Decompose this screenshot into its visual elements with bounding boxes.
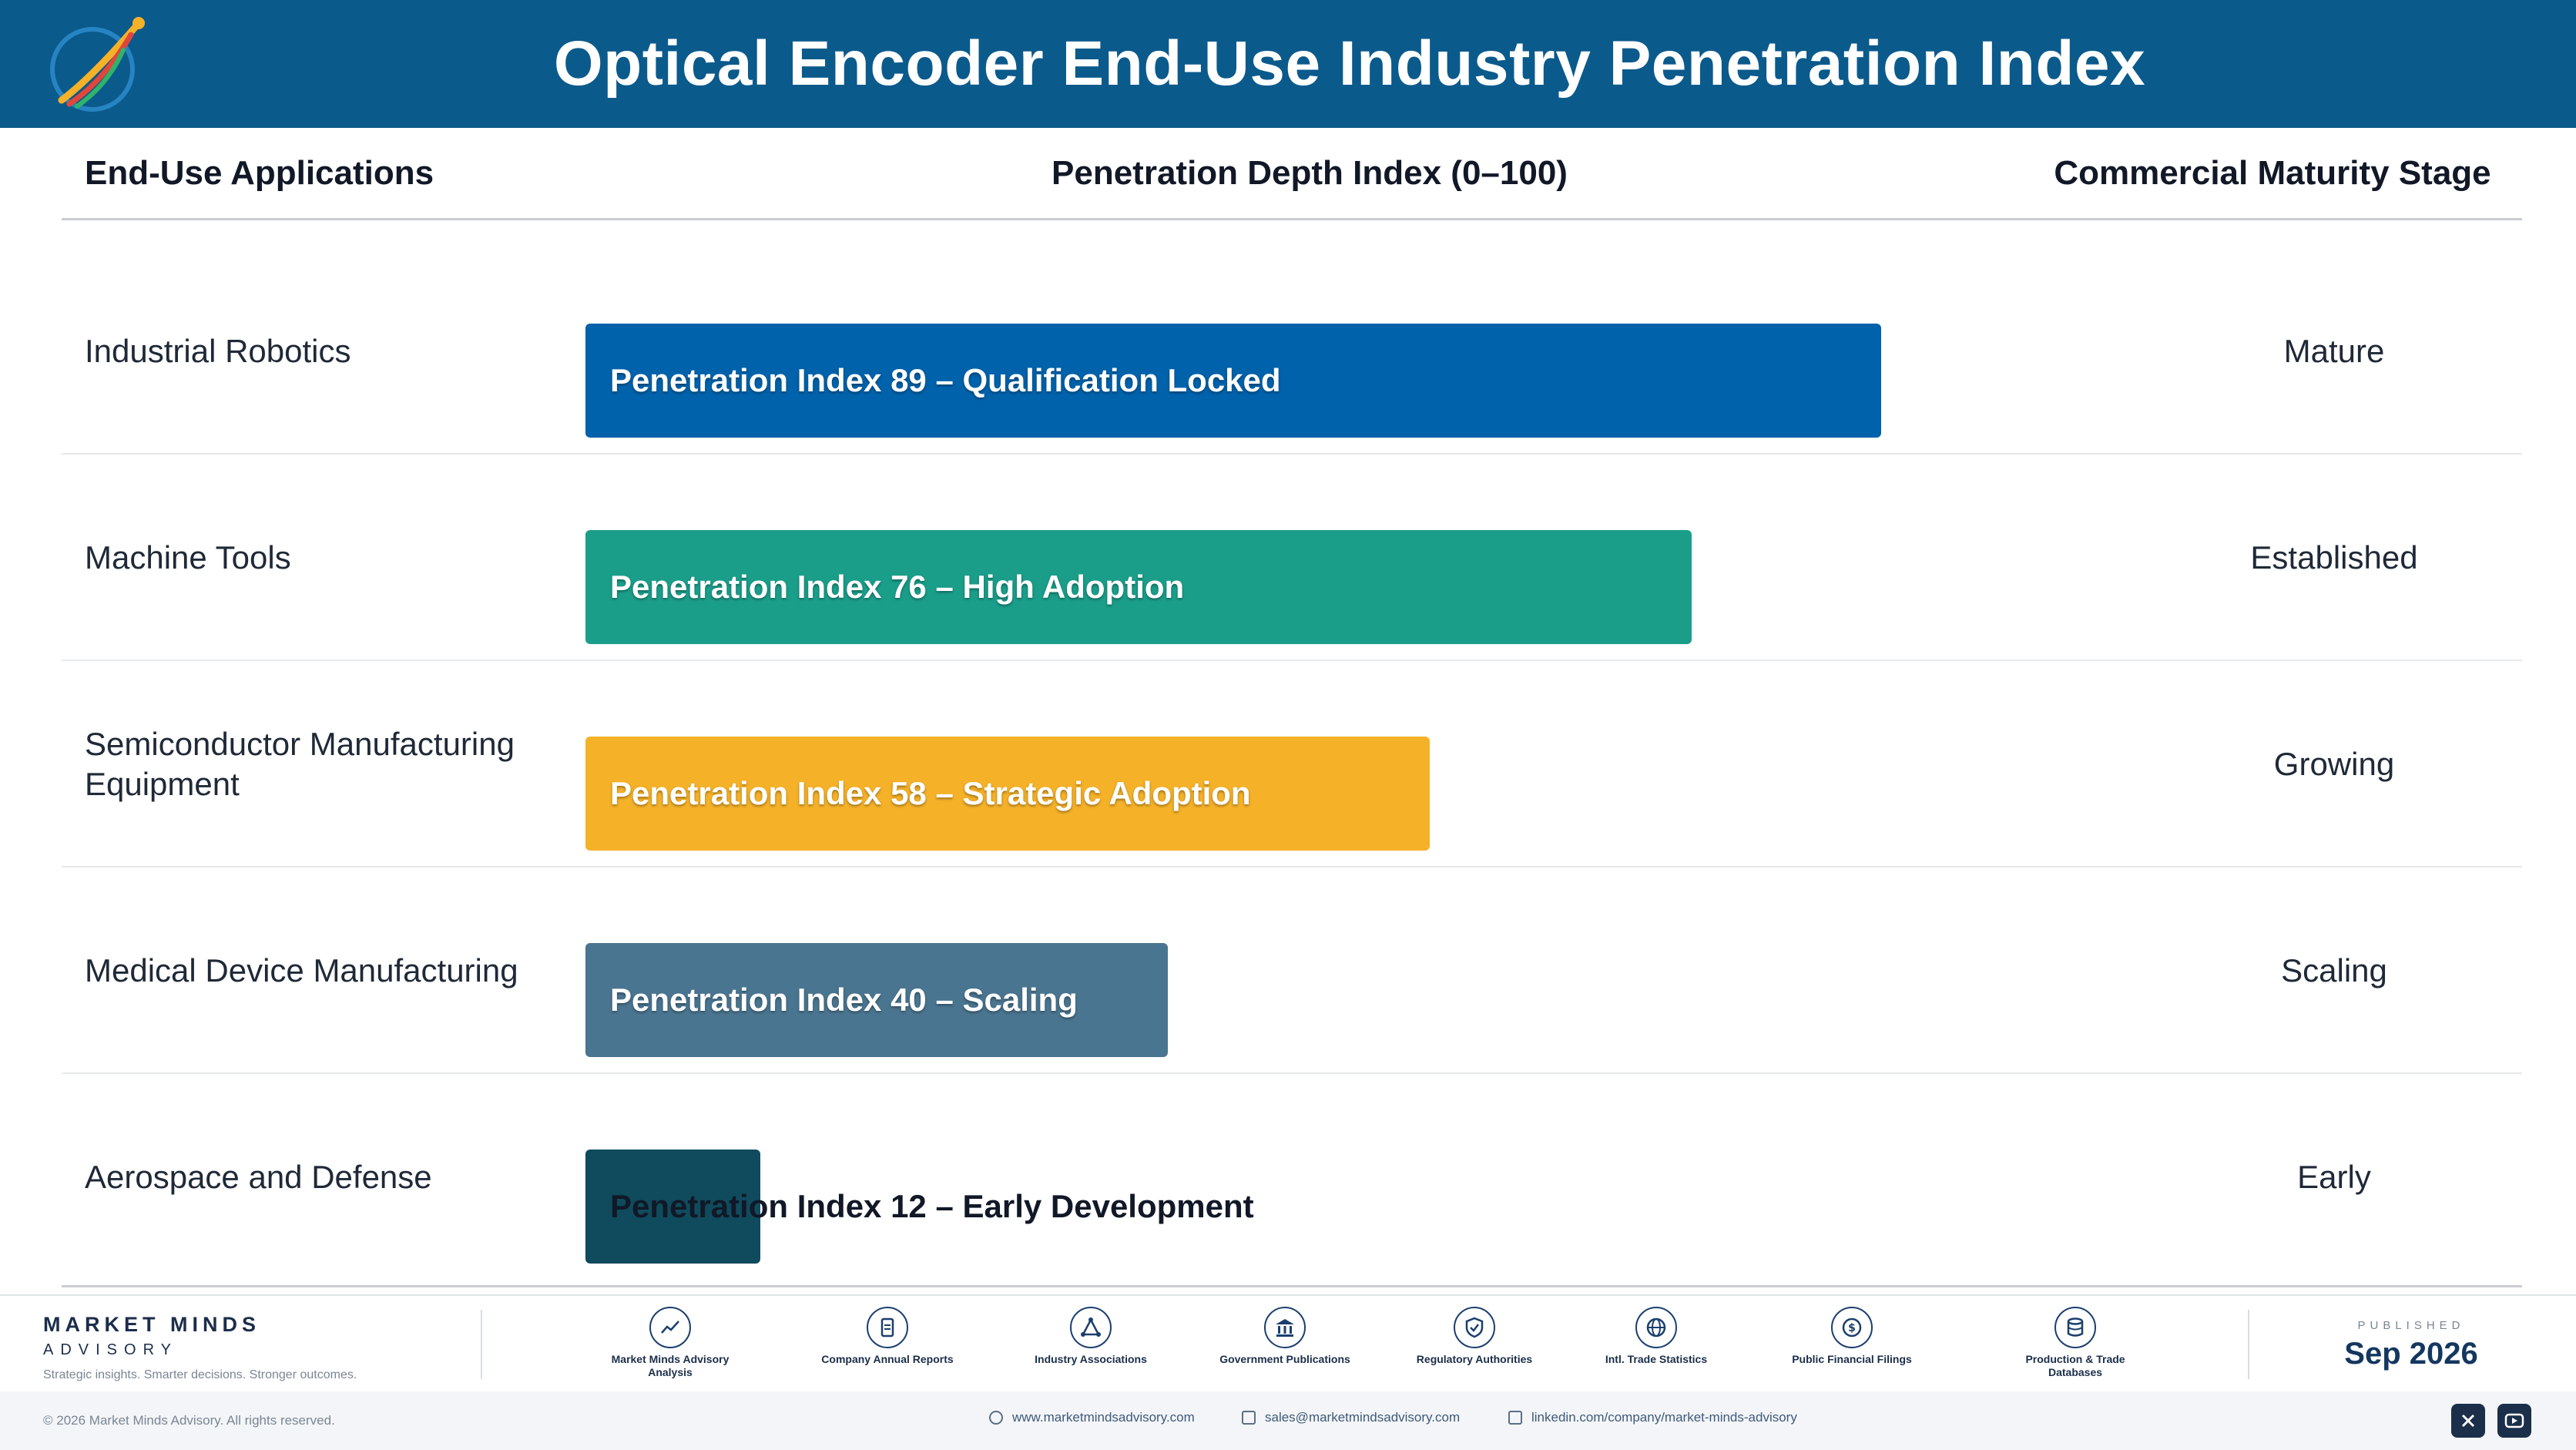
trend-line-icon [649,1307,691,1348]
category-label: Semiconductor Manufacturing Equipment [85,726,515,802]
footer-sources-band: MARKET MINDS ADVISORY Strategic insights… [0,1294,2576,1391]
bar-label-machine-tools: Penetration Index 76 – High Adoption [610,569,1185,605]
linkedin-icon [1508,1411,1522,1425]
email-link[interactable]: sales@marketmindsadvisory.com [1242,1410,1460,1425]
source-label: Industry Associations [1035,1353,1147,1365]
source-label: Public Financial Filings [1792,1353,1912,1365]
source-financial-filings: $ Public Financial Filings [1783,1307,1921,1366]
brand-sub: ADVISORY [43,1341,178,1358]
chart-row-semiconductor: Semiconductor Manufacturing Equipment Pe… [62,661,2522,868]
bar-aerospace [585,1150,760,1264]
brand-tagline: Strategic insights. Smarter decisions. S… [43,1368,357,1381]
bar-medical-device [585,943,1168,1057]
category-label: Medical Device Manufacturing [85,952,518,988]
footer-divider [2248,1310,2249,1379]
bar-industrial-robotics [585,324,1881,438]
column-header-index: Penetration Depth Index (0–100) [1052,154,1568,192]
network-icon [1070,1307,1112,1348]
footer: MARKET MINDS ADVISORY Strategic insights… [0,1294,2576,1450]
source-industry-associations: Industry Associations [1021,1307,1160,1366]
column-header-stage: Commercial Maturity Stage [2054,154,2491,192]
source-label: Market Minds Advisory Analysis [611,1353,730,1378]
chart-row-aerospace: Aerospace and Defense Penetration Index … [62,1074,2522,1280]
bar-label-medical-device: Penetration Index 40 – Scaling [610,982,1078,1018]
row-divider [62,1072,2522,1074]
bar-label-semiconductor: Penetration Index 58 – Strategic Adoptio… [610,775,1251,811]
category-label: Industrial Robotics [85,333,351,369]
maturity-stage: Early [2297,1159,2371,1195]
bar-machine-tools [585,530,1692,644]
source-label: Regulatory Authorities [1416,1353,1533,1365]
bar-track: Penetration Index 76 – High Adoption [585,530,2041,644]
source-market-minds: Market Minds Advisory Analysis [601,1307,740,1379]
source-trade-stats: Intl. Trade Statistics [1587,1307,1726,1366]
bar-track: Penetration Index 58 – Strategic Adoptio… [585,737,2041,851]
government-building-icon [1264,1307,1306,1348]
dollar-coin-icon: $ [1831,1307,1873,1348]
source-annual-reports: Company Annual Reports [818,1307,957,1366]
maturity-stage: Established [2250,539,2418,576]
shield-check-icon [1454,1307,1495,1348]
source-trade-databases: Production & Trade Databases [2006,1307,2145,1379]
svg-text:$: $ [1848,1322,1856,1334]
linkedin-text[interactable]: linkedin.com/company/market-minds-adviso… [1531,1410,1797,1425]
linkedin-link[interactable]: linkedin.com/company/market-minds-adviso… [1508,1410,1797,1425]
header-divider [62,218,2522,220]
x-icon[interactable] [2451,1404,2485,1438]
database-icon [2054,1307,2096,1348]
category-label: Aerospace and Defense [85,1159,432,1195]
rocket-swoosh-logo-icon [50,17,145,112]
chart-bottom-divider [62,1285,2522,1287]
footer-divider [481,1310,482,1379]
source-label: Production & Trade Databases [2025,1353,2125,1378]
maturity-stage: Growing [2273,746,2395,782]
email-text[interactable]: sales@marketmindsadvisory.com [1265,1410,1461,1425]
row-divider [62,866,2522,868]
source-label: Intl. Trade Statistics [1605,1353,1708,1365]
bar-label-aerospace: Penetration Index 12 – Early Development [610,1188,1254,1224]
source-government: Government Publications [1216,1307,1354,1366]
row-divider [62,453,2522,455]
globe-icon [989,1411,1003,1425]
header-bar: Optical Encoder End-Use Industry Penetra… [0,0,2576,128]
globe-icon [1635,1307,1677,1348]
chart-row-industrial-robotics: Industrial Robotics Penetration Index 89… [62,248,2522,455]
chart-row-medical-device: Medical Device Manufacturing Penetration… [62,868,2522,1074]
youtube-icon[interactable] [2497,1404,2531,1438]
published-block: PUBLISHED Sep 2026 [2280,1319,2542,1371]
bar-track: Penetration Index 40 – Scaling [585,943,2041,1057]
source-regulatory: Regulatory Authorities [1405,1307,1544,1366]
bar-label-industrial-robotics: Penetration Index 89 – Qualification Loc… [610,362,1281,398]
brand-name: MARKET MINDS [43,1313,260,1336]
copyright: © 2026 Market Minds Advisory. All rights… [43,1413,335,1428]
category-label: Machine Tools [85,539,291,576]
mail-icon [1242,1411,1256,1425]
website-link[interactable]: www.marketmindsadvisory.com [989,1410,1195,1425]
bar-track: Penetration Index 89 – Qualification Loc… [585,324,2041,438]
page-title: Optical Encoder End-Use Industry Penetra… [553,29,2146,99]
bar-track: Penetration Index 12 – Early Development [585,1150,2041,1264]
maturity-stage: Scaling [2281,952,2387,988]
bar-semiconductor [585,737,1430,851]
maturity-stage: Mature [2283,333,2385,369]
row-divider [62,660,2522,661]
column-header-applications: End-Use Applications [85,154,434,192]
chart-row-machine-tools: Machine Tools Penetration Index 76 – Hig… [62,455,2522,661]
published-label: PUBLISHED [2357,1319,2465,1332]
brand-block: MARKET MINDS ADVISORY Strategic insights… [43,1313,357,1382]
website-text[interactable]: www.marketmindsadvisory.com [1012,1410,1195,1425]
published-date: Sep 2026 [2344,1337,2478,1371]
source-label: Company Annual Reports [821,1353,954,1365]
source-label: Government Publications [1219,1353,1350,1365]
document-icon [867,1307,908,1348]
